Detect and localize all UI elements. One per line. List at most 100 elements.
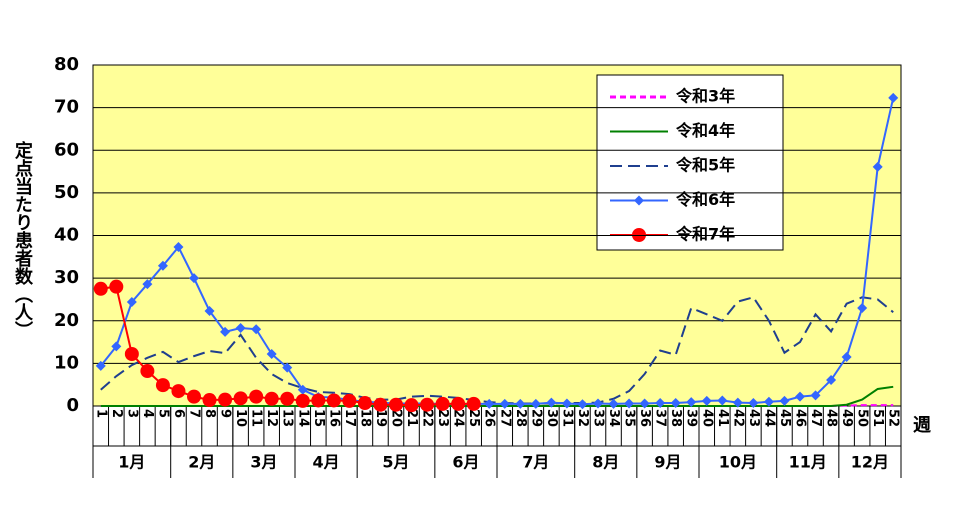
data-point [546,397,557,408]
legend-label: 令和3年 [675,87,735,106]
data-point [484,398,495,409]
y-tick-label: 40 [54,225,79,246]
x-tick-label: 31 [559,409,574,427]
data-point [249,389,264,404]
month-label: 10月 [719,453,757,472]
data-point [95,360,106,371]
data-point [810,390,821,401]
data-point [670,398,681,409]
data-point [732,397,743,408]
x-tick-label: 14 [295,409,310,427]
data-point [561,398,572,409]
x-tick-label: 49 [839,409,854,427]
x-tick-label: 11 [249,409,264,427]
x-tick-label: 16 [326,409,341,427]
x-tick-label: 4 [140,409,155,418]
x-tick-label: 41 [715,409,730,427]
x-tick-label: 45 [777,409,792,427]
x-tick-label: 35 [622,409,637,427]
data-point [233,391,248,406]
data-point [515,398,526,409]
x-tick-label: 28 [513,409,528,427]
x-tick-label: 25 [466,409,481,427]
data-point [282,362,293,373]
y-axis-label: 定点当たり患者数（人） [12,140,34,339]
x-tick-label: 21 [404,409,419,427]
data-point [872,161,883,172]
x-tick-label: 23 [435,409,450,427]
data-point [297,384,308,395]
x-tick-label: 17 [342,409,357,427]
data-point [389,397,403,412]
x-tick-label: 51 [870,409,885,427]
y-tick-label: 70 [54,97,79,118]
data-point [220,326,231,337]
x-tick-label: 24 [451,409,466,427]
legend-label: 令和5年 [675,156,735,175]
data-point [204,305,215,316]
x-tick-label: 32 [575,409,590,427]
data-point [639,398,650,409]
data-point [466,396,481,411]
x-tick-label: 5 [155,409,170,418]
x-tick-label: 2 [109,409,124,418]
data-point [157,260,168,271]
data-point [701,395,712,406]
data-point [577,399,588,410]
month-label: 4月 [313,453,340,472]
y-tick-label: 20 [54,310,79,331]
x-tick-label: 43 [746,409,761,427]
x-tick-label: 39 [684,409,699,427]
data-point [280,391,295,406]
x-tick-label: 15 [311,409,326,427]
month-label: 11月 [789,453,827,472]
data-point [311,393,326,408]
x-tick-label: 33 [591,409,606,427]
x-tick-label: 46 [793,409,808,427]
x-tick-label: 3 [124,409,139,418]
legend-label: 令和4年 [675,121,735,140]
data-point [593,398,603,409]
data-point [888,92,899,103]
x-tick-label: 47 [808,409,823,427]
x-tick-label: 26 [482,409,497,427]
data-point [530,398,541,409]
x-tick-label: 13 [280,409,295,427]
x-tick-label: 42 [730,409,745,427]
x-tick-label: 10 [233,409,248,427]
data-point [435,396,450,411]
data-point [202,393,217,408]
month-label: 8月 [592,453,619,472]
data-point [295,393,310,408]
legend-label: 令和6年 [675,190,735,209]
x-tick-label: 8 [202,409,217,418]
x-tick-label: 27 [497,409,512,427]
data-point [841,351,852,362]
month-label: 9月 [654,453,681,472]
data-point [499,398,510,409]
x-tick-label: 29 [528,409,543,427]
data-point [763,396,774,407]
data-point [826,374,837,385]
data-point [779,395,790,406]
series-line [100,296,894,405]
x-tick-label: 37 [653,409,668,427]
data-point [326,393,341,408]
month-label: 3月 [250,453,277,472]
x-tick-label: 7 [187,409,202,418]
data-point [342,393,357,408]
data-point [124,346,139,361]
data-point [173,242,184,253]
data-point [189,273,199,284]
data-point [251,324,262,335]
series-line [100,385,894,407]
x-tick-label: 50 [855,409,870,427]
x-tick-label: 30 [544,409,559,427]
data-point [717,395,728,406]
month-label: 7月 [522,453,549,472]
data-point [357,396,372,411]
data-point [686,397,697,408]
legend-box [596,74,784,251]
